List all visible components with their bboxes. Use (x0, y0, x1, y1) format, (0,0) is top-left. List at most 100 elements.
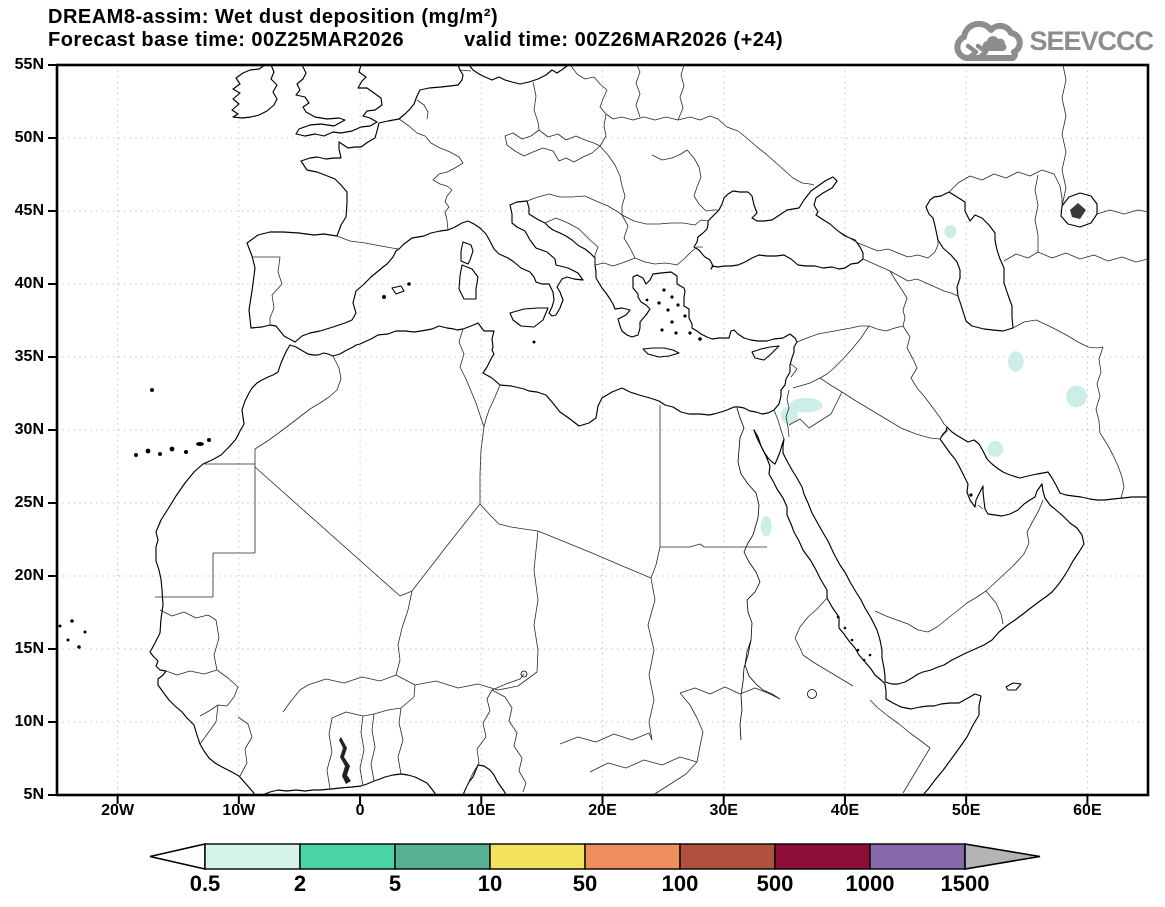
border-lebanon (789, 362, 798, 378)
lake-chad (520, 670, 528, 678)
colorbar-tick-label: 5 (388, 871, 402, 896)
colorbar-tick-label: 1500 (940, 871, 990, 896)
border-denmark (458, 69, 472, 72)
base-time-label: Forecast base time: 00Z25MAR2026 (48, 29, 405, 51)
island-socotra (1005, 682, 1022, 691)
lat-axis-label: 5N (23, 786, 44, 803)
border-hungary-romania (599, 145, 626, 215)
deposition-patch (987, 440, 1004, 458)
coast-mediterranean-africa (149, 200, 798, 796)
border-portugal-spain (252, 256, 283, 325)
colorbar-tick-label: 0.5 (189, 871, 221, 896)
border-france-germany-italy (398, 118, 464, 231)
island-sicily (509, 307, 549, 328)
border-libya-south (479, 426, 661, 579)
coast-redsea-africa-horn (753, 429, 982, 796)
border-iraq-iran (902, 325, 948, 428)
page-title: DREAM8-assim: Wet dust deposition (mg/m²… (48, 6, 499, 28)
border-western-sahara (155, 463, 401, 598)
border-romania-ukraine-moldova (651, 149, 719, 212)
lat-axis-label: 50N (14, 129, 44, 146)
logo-text: SEEVCCC (1029, 25, 1154, 56)
lat-axis-label: 20N (14, 567, 44, 584)
cape-verde-islands (58, 619, 87, 649)
lon-axis-label: 30E (709, 802, 738, 819)
coast-gulf-of-guinea (261, 773, 437, 796)
border-central-africa (559, 692, 704, 796)
border-baltics (635, 64, 685, 121)
border-germany-poland-czech (504, 81, 554, 157)
lake-tana (807, 689, 817, 699)
islands-layer (58, 241, 1022, 691)
border-bosnia (544, 217, 591, 241)
border-qatar (977, 504, 984, 510)
border-czech-slovakia-hungary (538, 129, 601, 163)
coastlines-layer (149, 64, 1149, 796)
border-algeria-niger-mali (395, 503, 481, 676)
colorbar-tick-label: 1000 (845, 871, 895, 896)
border-syria-jordan (792, 377, 821, 389)
deposition-patch (944, 224, 957, 239)
border-serbia-bulgaria-greece-turkey (621, 214, 703, 266)
coast-sinai-arabia (753, 426, 1085, 685)
border-syria-iraq (819, 325, 870, 379)
border-senegal-guinea (159, 609, 253, 777)
border-morocco-algeria (254, 355, 342, 464)
deposition-patch (760, 516, 772, 537)
lat-axis-label: 40N (14, 275, 44, 292)
aegean-islands (645, 288, 702, 341)
border-poland-belarus-ukraine (570, 65, 719, 121)
lon-axis-label: 40E (830, 802, 860, 819)
border-germany-netherlands (416, 99, 429, 120)
title-block: DREAM8-assim: Wet dust deposition (mg/m²… (48, 6, 783, 52)
lon-axis-label: 10E (467, 802, 496, 819)
forecast-time-line: Forecast base time: 00Z25MAR2026 valid ti… (48, 29, 783, 52)
coast-caspian-sea (925, 191, 1014, 332)
lat-axis-label: 15N (14, 640, 44, 657)
lat-axis-label: 30N (14, 421, 44, 438)
lake-volta (339, 737, 351, 784)
border-turkey-syria-iraq (796, 325, 904, 343)
border-central-asia (948, 64, 1149, 263)
lat-axis-label: 10N (14, 713, 44, 730)
border-egypt-libya-sudan (659, 405, 767, 548)
white-nile-river (739, 639, 752, 741)
red-sea-islands (836, 615, 872, 662)
small-islands (150, 282, 973, 497)
border-tunisia (458, 328, 501, 428)
island-cyprus (751, 345, 780, 361)
cloud-with-chevrons-icon (954, 20, 1024, 61)
border-gulf-guinea-states (326, 684, 416, 790)
deposition-patch (780, 406, 798, 425)
border-israel-jordan (773, 389, 790, 440)
lat-axis-label: 45N (14, 202, 44, 219)
lon-axis-label: 50E (951, 802, 981, 819)
valid-time-label: valid time: 00Z26MAR2026 (+24) (464, 29, 784, 51)
deposition-patch (1007, 351, 1024, 372)
lat-axis-label: 25N (14, 494, 44, 511)
border-iran-turkmenistan-afghanistan (1012, 319, 1125, 499)
border-transcaucasus (862, 258, 959, 327)
border-ukraine-russia (717, 118, 815, 186)
border-caucasus-north (837, 230, 939, 259)
map-frame (48, 63, 1150, 804)
island-sardinia (458, 264, 479, 300)
island-crete (642, 347, 680, 358)
border-croatia-serbia-danube (584, 195, 709, 226)
border-sahel (282, 530, 656, 741)
border-slovenia-croatia-hungary (526, 193, 586, 202)
coast-black-sea (693, 176, 864, 270)
colorbar-tick-label: 500 (756, 871, 794, 896)
lat-axis-label: 35N (14, 348, 44, 365)
lon-axis-label: 0 (355, 802, 365, 819)
country-borders-layer (155, 64, 1149, 796)
border-poland-ukraine-link (599, 113, 607, 147)
border-sudan-southsudan (679, 686, 781, 700)
graticule-layer (57, 65, 1148, 795)
colorbar-tick-label: 50 (572, 871, 598, 896)
deposition-patch (1066, 385, 1087, 408)
colorbar-tick-label: 2 (293, 871, 307, 896)
coast-uk (295, 64, 383, 137)
